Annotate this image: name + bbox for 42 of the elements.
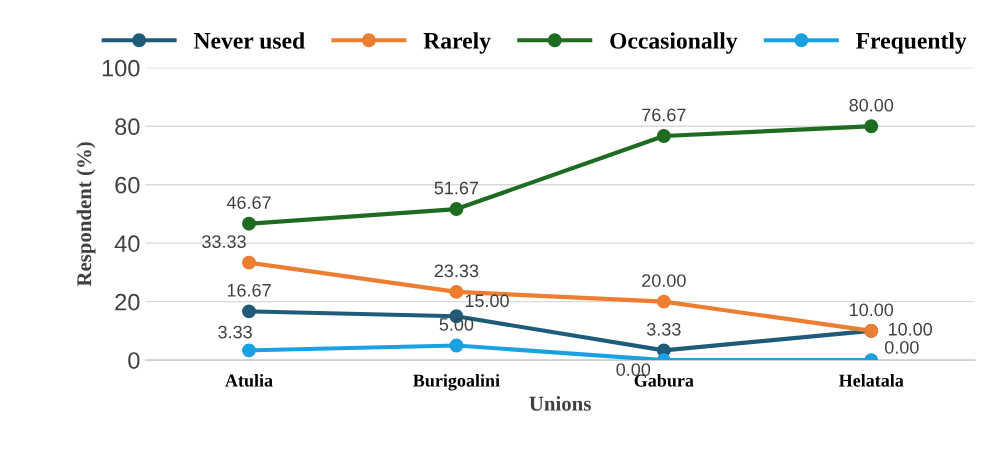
y-axis-title: Respondent (%) — [76, 142, 96, 287]
data-label: 5.00 — [439, 318, 474, 331]
y-tick-label: 20 — [115, 293, 140, 311]
legend-label: Occasionally — [610, 32, 738, 54]
point — [449, 202, 464, 217]
legend-label: Never used — [193, 32, 305, 49]
data-label: 46.67 — [226, 196, 271, 209]
legend-label: Frequently — [856, 32, 967, 54]
legend-label: Rarely — [423, 32, 491, 54]
data-label: 23.33 — [434, 264, 479, 278]
point — [449, 284, 464, 299]
data-label: 3.33 — [646, 322, 681, 336]
y-tick-label: 40 — [114, 235, 140, 252]
data-label: 33.33 — [202, 235, 246, 248]
point — [242, 216, 256, 231]
data-label: 51.67 — [434, 181, 479, 195]
data-label: 0.00 — [616, 363, 651, 376]
y-tick-label: 60 — [115, 176, 140, 194]
x-tick-label: Helatala — [838, 373, 904, 387]
point — [242, 343, 256, 358]
point — [656, 294, 671, 309]
data-label: 76.67 — [642, 108, 686, 122]
data-label: 80.00 — [849, 98, 894, 112]
point — [242, 255, 256, 270]
x-axis-title: Unions — [529, 396, 591, 411]
y-tick-label: 0 — [128, 352, 140, 369]
data-label: 16.67 — [227, 283, 271, 297]
x-tick-label: Burigoalini — [413, 373, 500, 391]
data-label: 10.00 — [850, 303, 894, 317]
point — [864, 119, 879, 134]
point — [242, 304, 256, 319]
y-tick-label: 80 — [115, 118, 140, 136]
point — [449, 338, 464, 353]
data-label: 20.00 — [642, 274, 686, 287]
data-label: 15.00 — [465, 294, 509, 308]
y-tick-label: 100 — [102, 59, 140, 77]
data-label: 10.00 — [888, 322, 933, 336]
data-label: 3.33 — [218, 325, 252, 339]
point — [656, 129, 671, 143]
x-tick-label: Atulia — [225, 373, 273, 387]
x-tick-label: Gabura — [634, 373, 694, 387]
data-label: 0.00 — [884, 340, 919, 354]
